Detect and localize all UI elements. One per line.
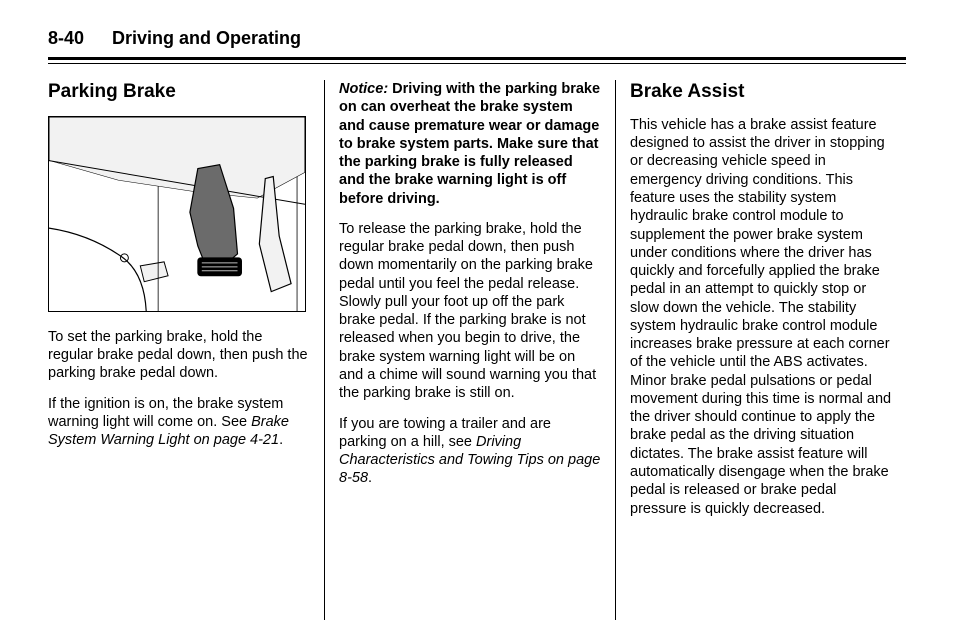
header-rule-thick [48,57,906,60]
paragraph: If you are towing a trailer and are park… [339,415,601,488]
notice-label: Notice: [339,81,388,97]
paragraph: To set the parking brake, hold the regul… [48,328,310,383]
notice-body: Driving with the parking brake on can ov… [339,81,600,207]
page-header: 8-40 Driving and Operating [48,28,906,55]
header-rule-thin [48,63,906,64]
page: 8-40 Driving and Operating Parking Brake [0,0,954,638]
columns: Parking Brake [48,80,906,620]
section-heading-brake-assist: Brake Assist [630,80,892,104]
paragraph: This vehicle has a brake assist feature … [630,116,892,518]
page-number: 8-40 [48,28,84,49]
section-heading-parking-brake: Parking Brake [48,80,310,104]
text: If the ignition is on, the brake system … [48,396,283,430]
text: . [279,432,283,448]
column-3: Brake Assist This vehicle has a brake as… [615,80,906,620]
page-title: Driving and Operating [112,28,301,49]
paragraph: If the ignition is on, the brake system … [48,395,310,450]
column-2: Notice: Driving with the parking brake o… [324,80,615,620]
parking-brake-icon [49,117,305,311]
parking-brake-illustration [48,116,306,312]
column-1: Parking Brake [48,80,324,620]
notice-paragraph: Notice: Driving with the parking brake o… [339,80,601,208]
paragraph: To release the parking brake, hold the r… [339,220,601,403]
text: . [368,470,372,486]
